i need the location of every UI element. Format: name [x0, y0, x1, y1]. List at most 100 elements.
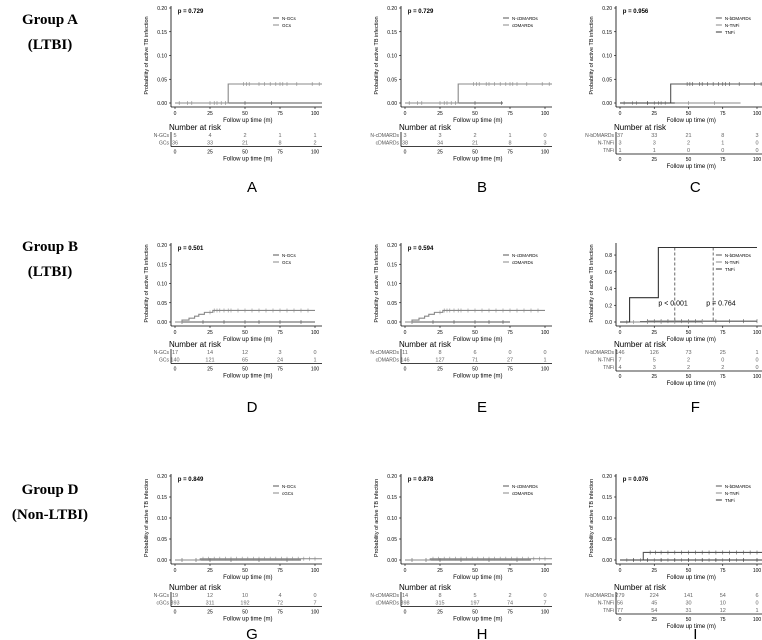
legend-label: GCs — [282, 260, 292, 265]
risk-count: 8 — [721, 133, 724, 139]
risk-count: 0 — [721, 358, 724, 364]
risk-x-tick-label: 50 — [472, 150, 478, 156]
y-tick-label: 0.15 — [387, 262, 397, 268]
y-tick-label: 0.00 — [157, 101, 167, 107]
risk-table-title: Number at risk — [614, 340, 667, 349]
risk-count: 1 — [278, 133, 281, 139]
legend-label: N-GCs — [282, 484, 296, 489]
risk-x-axis-label: Follow up time (m) — [667, 624, 716, 630]
y-tick-label: 0.15 — [387, 495, 397, 501]
y-axis-label: Probability of active TB infection — [374, 479, 380, 557]
risk-x-tick-label: 25 — [437, 367, 443, 373]
risk-count: 3 — [653, 365, 656, 371]
risk-table-title: Number at risk — [169, 340, 222, 349]
risk-row-label: GCs — [159, 358, 170, 364]
x-axis-label: Follow up time (m) — [223, 118, 272, 124]
risk-count: 21 — [242, 141, 248, 147]
panel-letter: F — [691, 399, 700, 416]
group-sub: (LTBI) — [27, 264, 73, 280]
x-tick-label: 100 — [311, 330, 320, 336]
legend-label: N-cDMARDs — [512, 16, 538, 21]
risk-count: 10 — [242, 593, 248, 599]
risk-row-label: TNFi — [603, 608, 614, 614]
risk-row-label: N-bDMARDs — [585, 593, 614, 599]
curve-GCs — [175, 83, 322, 104]
y-tick-label: 0.10 — [602, 54, 612, 60]
x-tick-label: 75 — [277, 111, 283, 117]
risk-x-tick-label: 100 — [541, 367, 550, 373]
risk-x-tick-label: 75 — [507, 150, 513, 156]
risk-count: 74 — [507, 601, 513, 607]
risk-count: 77 — [617, 608, 623, 614]
p-value: p = 0.594 — [408, 246, 434, 252]
x-tick-label: 25 — [437, 568, 443, 574]
risk-x-tick-label: 50 — [472, 367, 478, 373]
legend-label: cDMARDs — [512, 491, 534, 496]
x-axis-label: Follow up time (m) — [453, 575, 502, 581]
risk-count: 2 — [313, 141, 316, 147]
risk-count: 8 — [278, 141, 281, 147]
y-axis-label: Probability of active TB infection — [374, 244, 380, 322]
risk-count: 2 — [243, 133, 246, 139]
risk-table-title: Number at risk — [169, 123, 222, 132]
x-tick-label: 0 — [404, 330, 407, 336]
y-tick-label: 0.20 — [387, 474, 397, 480]
risk-count: 8 — [438, 350, 441, 356]
panel-letter: A — [247, 179, 257, 196]
y-tick-label: 0.15 — [157, 262, 167, 268]
y-tick-label: 0.05 — [387, 77, 397, 83]
risk-table-title: Number at risk — [399, 340, 452, 349]
risk-count: 25 — [720, 350, 726, 356]
risk-count: 393 — [170, 601, 179, 607]
x-axis-label: Follow up time (m) — [667, 575, 716, 581]
risk-count: 12 — [242, 350, 248, 356]
risk-count: 0 — [687, 148, 690, 154]
legend-label: N-TNFi — [725, 491, 740, 496]
x-tick-label: 0 — [174, 568, 177, 574]
risk-count: 2 — [687, 141, 690, 147]
x-tick-label: 0 — [619, 568, 622, 574]
risk-count: 2 — [687, 365, 690, 371]
risk-count: 56 — [617, 601, 623, 607]
risk-row-label: cDMARDs — [376, 141, 400, 147]
panel-letter: D — [247, 399, 258, 416]
risk-x-tick-label: 25 — [207, 610, 213, 616]
panel-letter: C — [690, 179, 701, 196]
risk-count: 14 — [207, 350, 213, 356]
risk-count: 0 — [313, 593, 316, 599]
risk-row-label: N-cDMARDs — [370, 350, 399, 356]
y-axis-label: Probability of active TB infection — [144, 479, 150, 557]
risk-count: 127 — [435, 358, 444, 364]
risk-table-title: Number at risk — [399, 123, 452, 132]
group-d-label: Group D (Non-LTBI) — [0, 478, 100, 528]
legend-label: N-bDMARDs — [725, 16, 752, 21]
x-tick-label: 50 — [472, 330, 478, 336]
curve-cDMARDs — [405, 309, 545, 323]
risk-row-label: cDMARDs — [376, 358, 400, 364]
x-tick-label: 100 — [753, 330, 762, 336]
risk-x-tick-label: 75 — [277, 367, 283, 373]
y-tick-label: 0.05 — [387, 537, 397, 543]
risk-count: 19 — [172, 593, 178, 599]
risk-count: 224 — [650, 593, 659, 599]
curve-cDMARDs — [405, 83, 552, 104]
risk-count: 126 — [650, 350, 659, 356]
risk-x-axis-label: Follow up time (m) — [223, 617, 272, 623]
x-axis-label: Follow up time (m) — [453, 118, 502, 124]
risk-count: 0 — [543, 593, 546, 599]
curve-N-bDMARDs — [620, 551, 762, 561]
p-value: p < 0.001 — [658, 300, 687, 307]
legend-label: TNFi — [725, 267, 735, 272]
risk-count: 1 — [618, 148, 621, 154]
x-tick-label: 25 — [651, 330, 657, 336]
risk-x-axis-label: Follow up time (m) — [223, 157, 272, 163]
risk-x-tick-label: 100 — [311, 367, 320, 373]
risk-row-label: TNFi — [603, 365, 614, 371]
x-tick-label: 75 — [720, 111, 726, 117]
x-axis-label: Follow up time (m) — [223, 575, 272, 581]
